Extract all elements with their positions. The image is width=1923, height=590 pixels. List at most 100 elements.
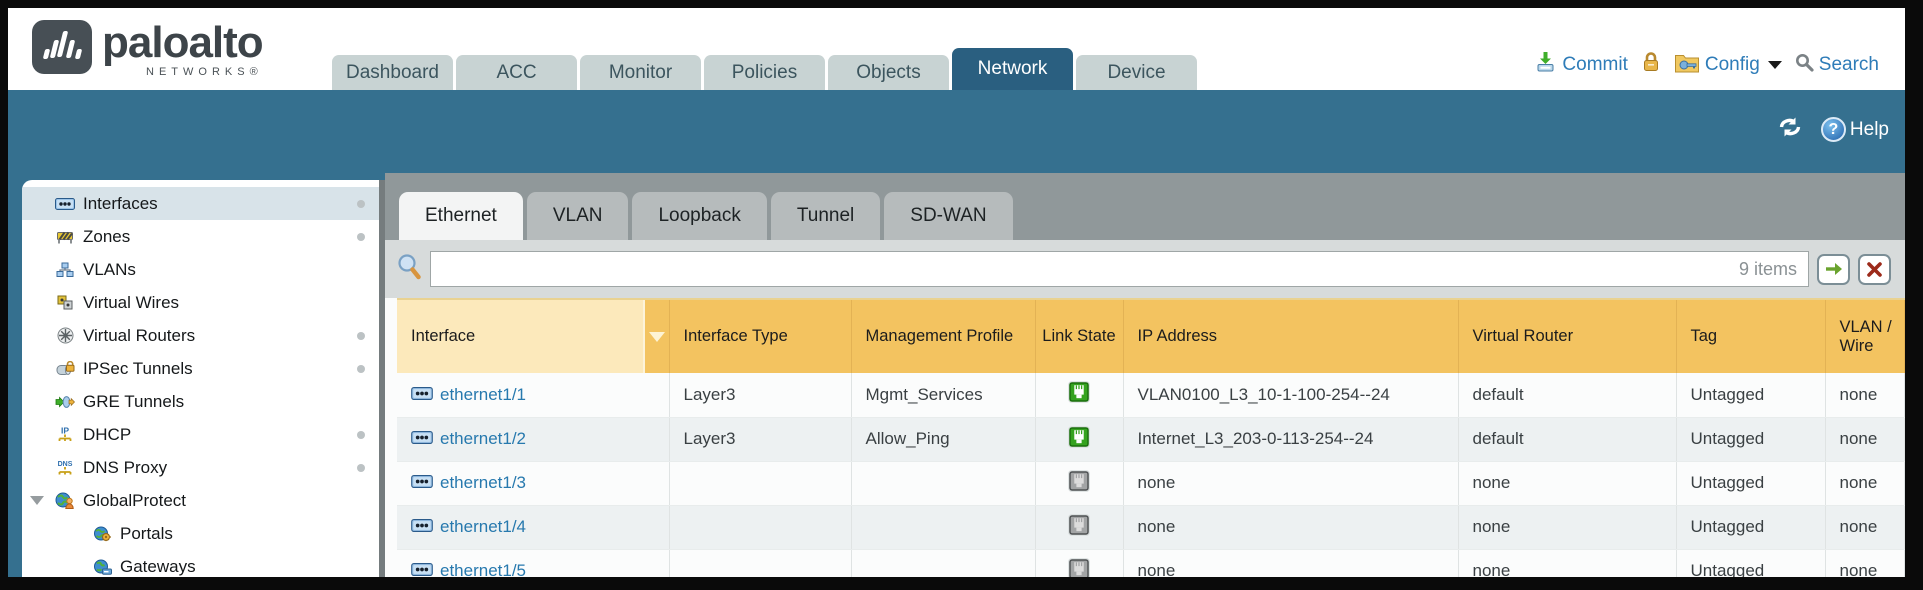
utility-bar: ? Help (8, 90, 1905, 173)
lock-button[interactable] (1641, 51, 1661, 79)
virtual-routers-icon (55, 327, 75, 344)
cell-interface-type (669, 549, 852, 577)
table-row: ethernet1/4 none none Untagged none (397, 505, 1905, 550)
cell-virtual-router: default (1458, 417, 1677, 462)
paloalto-logo: paloalto NETWORKS® (32, 18, 264, 78)
sidebar-item-interfaces[interactable]: Interfaces (22, 187, 385, 220)
column-header-virtual-router[interactable]: Virtual Router (1458, 298, 1677, 373)
tab-device[interactable]: Device (1076, 55, 1197, 90)
dhcp-icon: IP (55, 426, 75, 444)
column-header-link-state[interactable]: Link State (1035, 298, 1124, 373)
interface-link[interactable]: ethernet1/4 (440, 517, 527, 536)
tab-tunnel[interactable]: Tunnel (770, 192, 881, 240)
cell-interface-type: Layer3 (669, 373, 852, 418)
link-state-icon (1068, 425, 1090, 452)
sidebar-item-virtual-wires[interactable]: Virtual Wires (22, 286, 385, 319)
sidebar-item-ipsec-tunnels[interactable]: IPSec Tunnels (22, 352, 385, 385)
interface-icon (411, 473, 433, 493)
sidebar-item-gateways[interactable]: Gateways (22, 550, 385, 577)
sidebar-item-virtual-routers[interactable]: Virtual Routers (22, 319, 385, 352)
status-dot (357, 233, 365, 241)
config-button[interactable]: Config (1674, 52, 1782, 79)
cell-vlan-wire: none (1825, 417, 1905, 462)
vlans-icon (55, 262, 75, 277)
tab-sdwan[interactable]: SD-WAN (884, 192, 1013, 240)
tab-loopback[interactable]: Loopback (632, 192, 767, 240)
dns-proxy-icon: DNS (55, 459, 75, 477)
sidebar-item-gre-tunnels[interactable]: GRE Tunnels (22, 385, 385, 418)
commit-icon (1534, 51, 1557, 79)
tab-acc[interactable]: ACC (456, 55, 577, 90)
link-state-icon (1068, 557, 1090, 577)
tab-network[interactable]: Network (952, 48, 1073, 90)
cell-interface-type (669, 505, 852, 550)
interfaces-icon (55, 197, 75, 210)
interfaces-table: Interface Interface Type Management Prof… (397, 298, 1905, 577)
tab-objects[interactable]: Objects (828, 55, 949, 90)
table-row: ethernet1/2 Layer3 Allow_Ping Internet_L… (397, 417, 1905, 462)
cell-management-profile: Mgmt_Services (851, 373, 1036, 418)
column-header-vlan-wire[interactable]: VLAN / Wire (1825, 298, 1905, 373)
interface-link[interactable]: ethernet1/3 (440, 473, 527, 492)
gateways-icon (92, 559, 112, 575)
top-header: paloalto NETWORKS® Dashboard ACC Monitor… (8, 8, 1905, 90)
tab-policies[interactable]: Policies (704, 55, 825, 90)
column-header-interface[interactable]: Interface (397, 298, 670, 373)
filter-toolbar: 9 items (385, 240, 1905, 298)
interface-link[interactable]: ethernet1/2 (440, 429, 527, 448)
apply-filter-button[interactable] (1817, 253, 1850, 285)
interface-icon (411, 429, 433, 449)
logo-text: paloalto (102, 18, 264, 67)
sidebar-item-zones[interactable]: Zones (22, 220, 385, 253)
cell-ip-address: Internet_L3_203-0-113-254--24 (1123, 417, 1459, 462)
search-icon (1795, 53, 1814, 78)
status-dot (357, 365, 365, 373)
sort-arrow-icon (648, 331, 665, 342)
cell-ip-address: none (1123, 549, 1459, 577)
sidebar-item-portals[interactable]: Portals (22, 517, 385, 550)
ipsec-tunnels-icon (55, 361, 75, 376)
interface-link[interactable]: ethernet1/1 (440, 384, 527, 404)
top-actions: Commit Config Search (1534, 51, 1879, 79)
cell-ip-address: none (1123, 505, 1459, 550)
link-state-icon (1068, 381, 1090, 407)
sidebar-scrollbar[interactable] (379, 180, 385, 577)
column-header-ip-address[interactable]: IP Address (1123, 298, 1459, 373)
virtual-wires-icon (55, 295, 75, 310)
tab-vlan[interactable]: VLAN (526, 192, 629, 240)
sidebar-item-dns-proxy[interactable]: DNS DNS Proxy (22, 451, 385, 484)
sidebar-item-globalprotect[interactable]: GlobalProtect (22, 484, 385, 517)
tab-dashboard[interactable]: Dashboard (332, 55, 453, 90)
sidebar-item-dhcp[interactable]: IP DHCP (22, 418, 385, 451)
cell-virtual-router: none (1458, 505, 1677, 550)
cell-ip-address: none (1123, 461, 1459, 506)
tab-monitor[interactable]: Monitor (580, 55, 701, 90)
refresh-icon[interactable] (1777, 116, 1803, 143)
config-icon (1674, 52, 1700, 79)
sidebar-item-vlans[interactable]: VLANs (22, 253, 385, 286)
search-button[interactable]: Search (1795, 53, 1879, 78)
filter-input[interactable] (430, 251, 1809, 287)
column-header-interface-type[interactable]: Interface Type (669, 298, 852, 373)
filter-search-icon (397, 253, 422, 285)
svg-text:DNS: DNS (58, 461, 73, 468)
interface-link[interactable]: ethernet1/5 (440, 561, 527, 577)
table-header-row: Interface Interface Type Management Prof… (397, 298, 1905, 373)
cell-tag: Untagged (1676, 417, 1826, 462)
commit-button[interactable]: Commit (1534, 51, 1628, 79)
column-header-management-profile[interactable]: Management Profile (851, 298, 1036, 373)
cell-virtual-router: none (1458, 461, 1677, 506)
tab-ethernet[interactable]: Ethernet (399, 192, 523, 240)
sort-dropdown[interactable] (642, 300, 669, 373)
column-header-tag[interactable]: Tag (1676, 298, 1826, 373)
body-area: Interfaces Zones VLANs (8, 173, 1905, 577)
zones-icon (55, 230, 75, 244)
link-state-icon (1068, 469, 1090, 496)
table-row: ethernet1/1 Layer3 Mgmt_Services VLAN010… (397, 373, 1905, 418)
expand-collapse-icon[interactable] (30, 496, 44, 505)
help-button[interactable]: ? Help (1820, 117, 1889, 142)
logo-subtext: NETWORKS® (146, 66, 263, 78)
cell-virtual-router: default (1458, 373, 1677, 418)
clear-filter-button[interactable] (1858, 253, 1891, 285)
cell-management-profile (851, 461, 1036, 506)
